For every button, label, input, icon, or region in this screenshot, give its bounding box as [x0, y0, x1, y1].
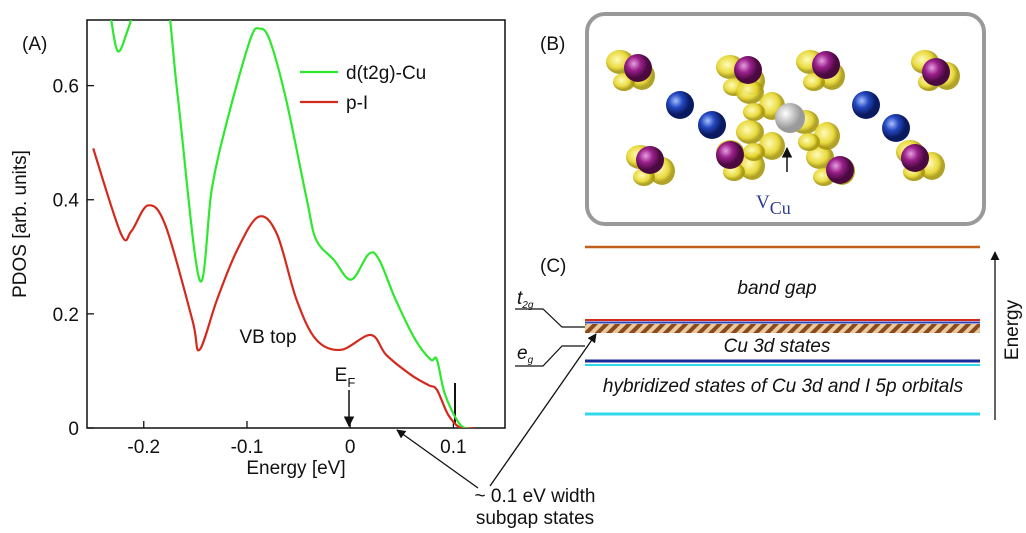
iodine-atom [826, 156, 854, 184]
connector [515, 309, 585, 327]
y-tick-label: 0.6 [53, 77, 79, 98]
vacancy-sub: Cu [770, 198, 791, 218]
panel-label: (B) [540, 34, 565, 55]
y-tick-label: 0.4 [53, 191, 80, 212]
eg-label: eg [517, 343, 534, 366]
x-tick-label: 0 [345, 437, 356, 458]
panel-c: (C) band gap Cu 3d states hybridized sta… [515, 247, 1023, 420]
iodine-atom [812, 51, 840, 79]
cu-3d-label: Cu 3d states [724, 336, 831, 357]
panel-label: (C) [540, 256, 566, 277]
orbital-lobe [743, 143, 765, 161]
plot-frame [87, 20, 505, 428]
annotation: VB top [239, 327, 296, 348]
iodine-atom [922, 58, 950, 86]
fermi-sub: F [347, 375, 355, 390]
vacancy-site [775, 103, 805, 133]
panel-a: (A) Energy [eV] PDOS [arb. units] VB top… [10, 0, 596, 529]
fermi-label: EF [335, 365, 356, 390]
band-gap-label: band gap [737, 278, 816, 299]
iodine-atom [734, 56, 762, 84]
vacancy-main: V [756, 192, 770, 213]
orbital-lobe [736, 120, 764, 144]
energy-label: Energy [1002, 299, 1023, 360]
copper-atom [852, 91, 880, 119]
orbital-lobe [798, 133, 820, 151]
y-axis-label: PDOS [arb. units] [10, 150, 31, 298]
eg-sub: g [528, 355, 534, 366]
iodine-atom [716, 141, 744, 169]
y-tick-label: 0 [68, 419, 79, 440]
copper-atom [666, 91, 694, 119]
x-tick-label: -0.1 [231, 437, 264, 458]
panel-b: (B) VCu [540, 14, 984, 224]
orbital-lobe [743, 103, 765, 121]
hybridized-label: hybridized states of Cu 3d and I 5p orbi… [603, 376, 964, 397]
y-tick-label: 0.2 [53, 305, 79, 326]
data-line [93, 148, 474, 429]
annotation: subgap states [476, 508, 594, 529]
x-tick-label: 0.1 [440, 437, 466, 458]
copper-atom [882, 114, 910, 142]
subgap-arrow [490, 334, 596, 486]
legend-label: d(t2g)-Cu [346, 63, 426, 84]
legend-label: p-I [346, 93, 368, 114]
iodine-atom [636, 146, 664, 174]
fermi-main: E [335, 365, 348, 386]
t2g-label: t2g [517, 288, 534, 311]
figure: (A) Energy [eV] PDOS [arb. units] VB top… [0, 0, 1026, 533]
x-axis-label: Energy [eV] [246, 458, 345, 479]
t2g-band [585, 324, 980, 333]
iodine-atom [901, 144, 929, 172]
iodine-atom [624, 54, 652, 82]
eg-main: e [517, 343, 528, 364]
panel-label: (A) [22, 34, 47, 55]
x-tick-label: -0.2 [127, 437, 160, 458]
copper-atom [698, 111, 726, 139]
annotation: ~ 0.1 eV width [475, 486, 596, 507]
